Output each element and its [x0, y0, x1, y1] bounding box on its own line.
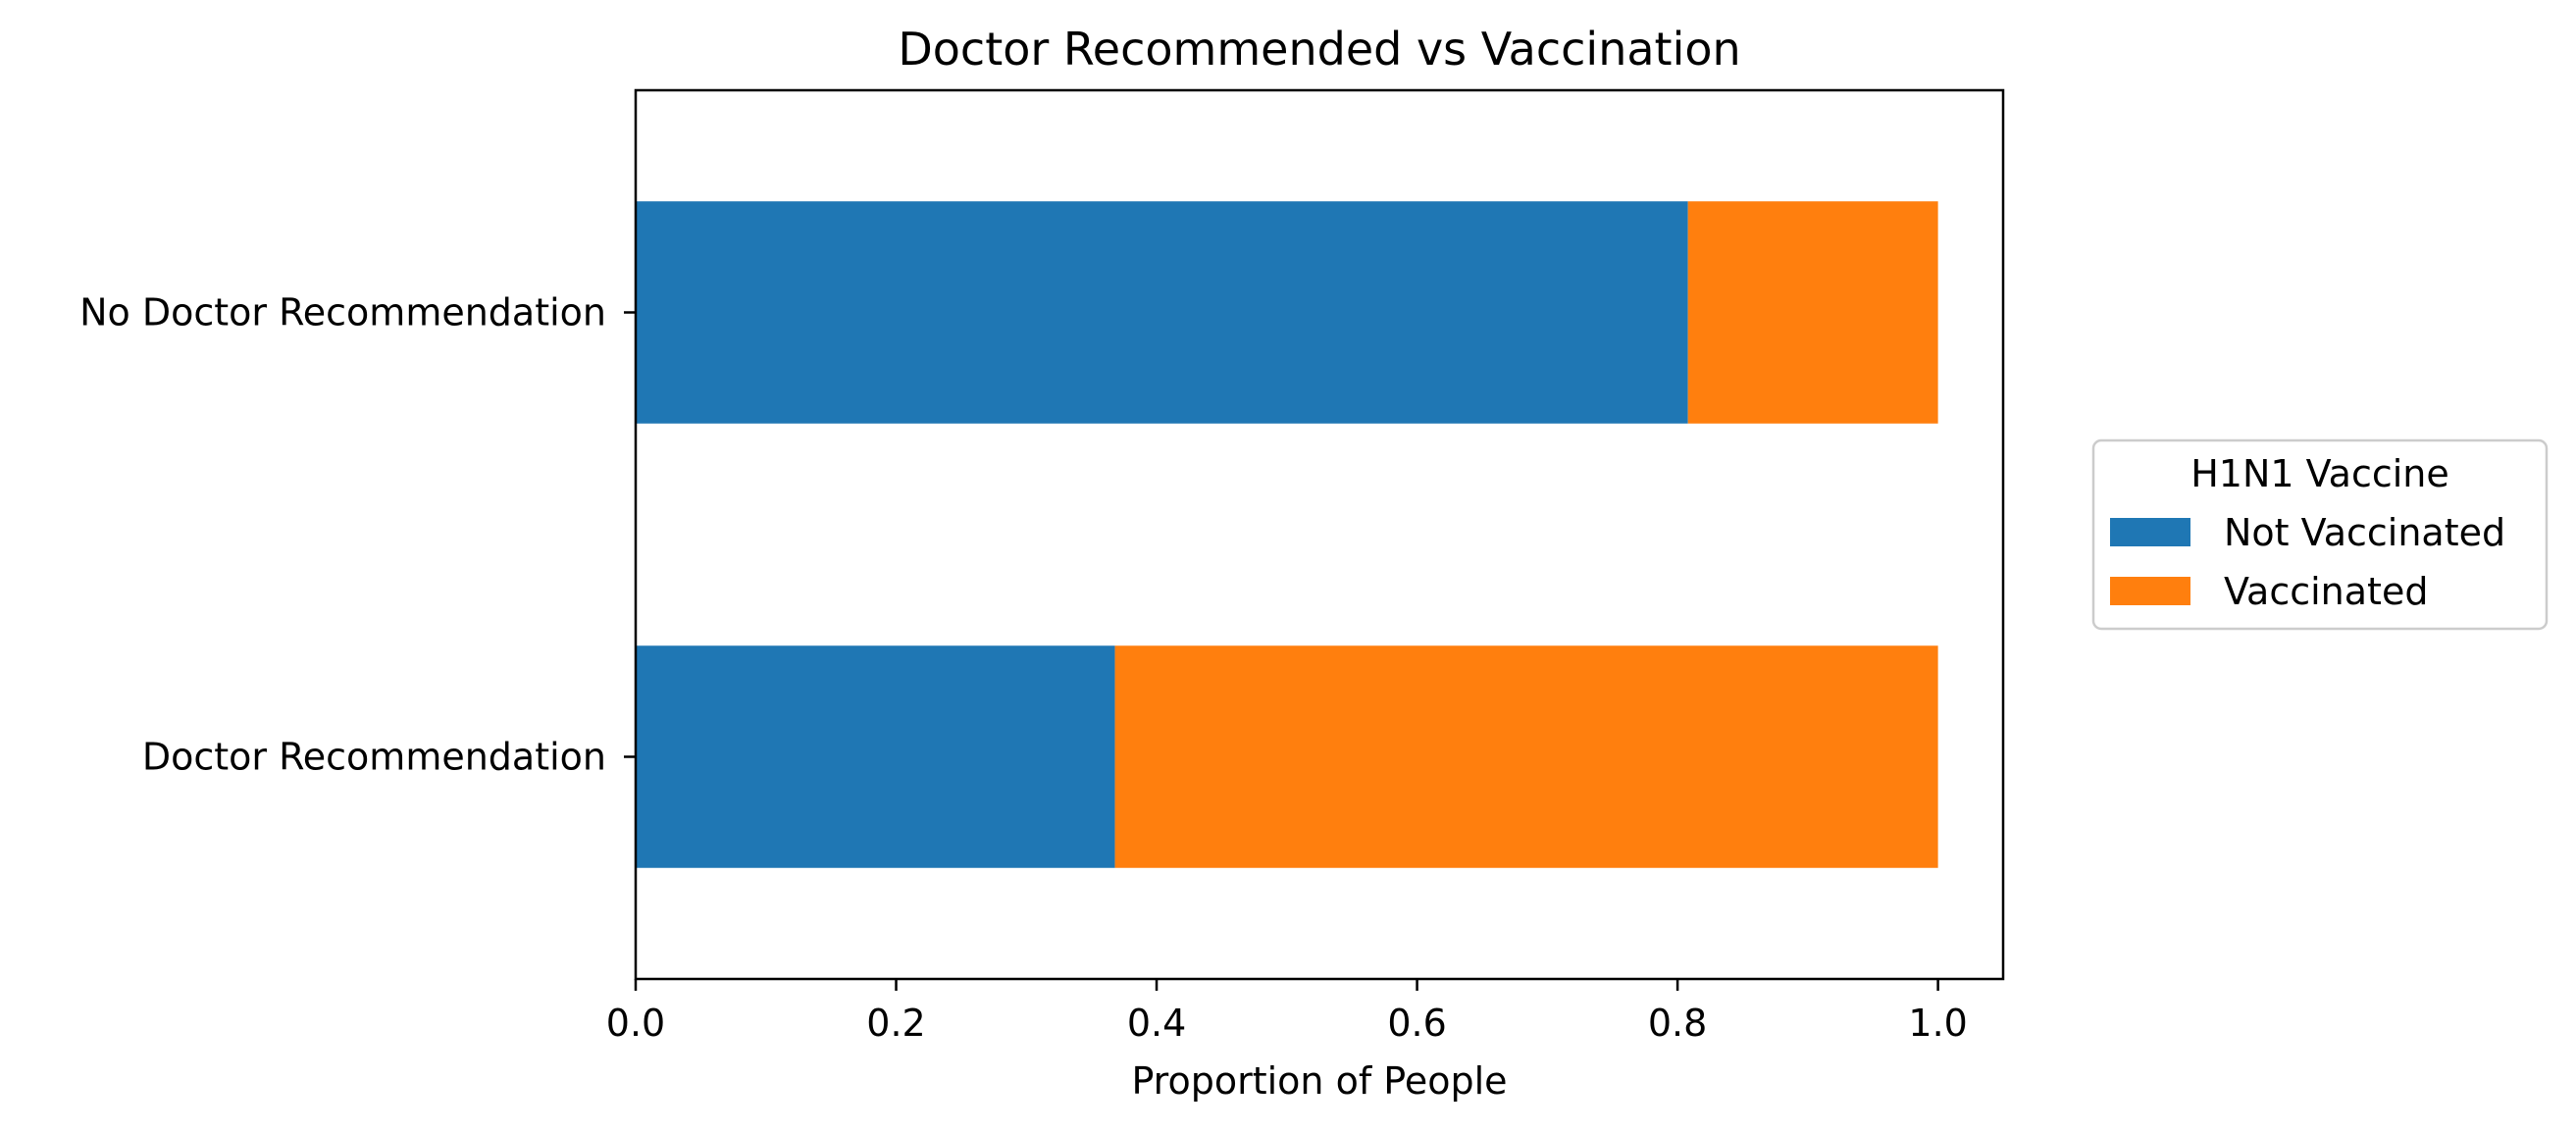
- legend-title: H1N1 Vaccine: [2190, 452, 2449, 495]
- bars-layer: [636, 201, 1938, 868]
- legend-box: [2091, 438, 2549, 631]
- bar-no-doctor-recommendation-not-vaccinated: [636, 201, 1688, 424]
- y-tick-label-doctor-recommendation: Doctor Recommendation: [142, 736, 606, 779]
- bar-doctor-recommendation-not-vaccinated: [636, 645, 1115, 868]
- x-tick-label-3: 0.6: [1387, 1002, 1446, 1045]
- x-tick-label-5: 1.0: [1908, 1002, 1967, 1045]
- x-tick-label-0: 0.0: [606, 1002, 665, 1045]
- x-tick-label-4: 0.8: [1648, 1002, 1707, 1045]
- legend: H1N1 Vaccine Not Vaccinated Vaccinated: [2091, 438, 2549, 631]
- x-tick-label-1: 0.2: [866, 1002, 925, 1045]
- plot-frame: [634, 88, 2005, 981]
- x-axis-label: Proportion of People: [1131, 1059, 1507, 1103]
- legend-swatch-vaccinated: [2110, 577, 2190, 605]
- bar-no-doctor-recommendation-vaccinated: [1687, 201, 1938, 424]
- y-tick-label-no-doctor-recommendation: No Doctor Recommendation: [79, 291, 606, 334]
- legend-label-vaccinated: Vaccinated: [2224, 570, 2428, 613]
- legend-label-not-vaccinated: Not Vaccinated: [2224, 511, 2505, 554]
- legend-swatch-not-vaccinated: [2110, 518, 2190, 546]
- x-tick-label-2: 0.4: [1127, 1002, 1186, 1045]
- chart-title: Doctor Recommended vs Vaccination: [898, 23, 1740, 76]
- x-axis: 0.0 0.2 0.4 0.6 0.8 1.0: [606, 979, 1968, 1045]
- y-axis: No Doctor Recommendation Doctor Recommend…: [79, 291, 636, 779]
- bar-doctor-recommendation-vaccinated: [1114, 645, 1938, 868]
